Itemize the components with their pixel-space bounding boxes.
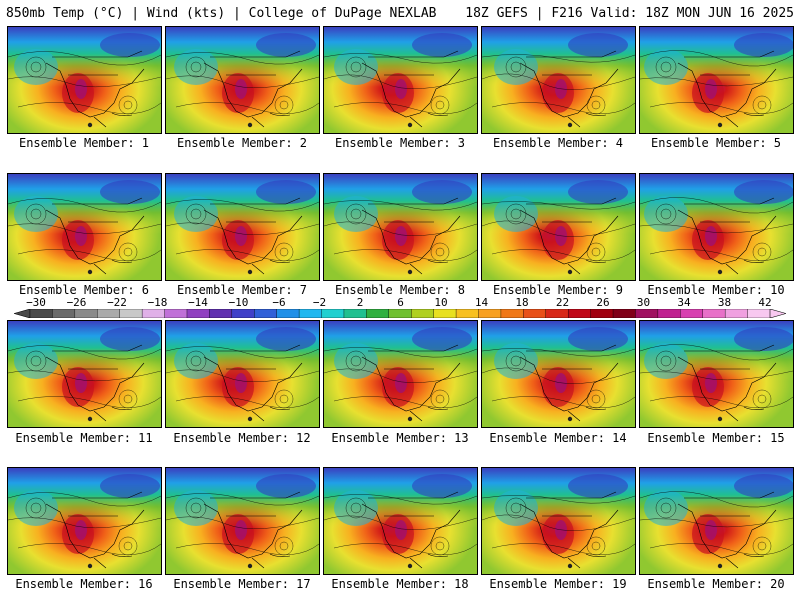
colorbar-swatch bbox=[52, 309, 76, 318]
ensemble-member-label: Ensemble Member: 10 bbox=[647, 283, 785, 297]
colorbar-under-arrow bbox=[14, 309, 31, 318]
ensemble-member-label: Ensemble Member: 3 bbox=[334, 136, 466, 150]
ensemble-member-label: Ensemble Member: 6 bbox=[18, 283, 150, 297]
ensemble-member-map bbox=[639, 320, 794, 428]
ensemble-member-map bbox=[165, 173, 320, 281]
ensemble-member-label: Ensemble Member: 15 bbox=[647, 431, 785, 445]
colorbar-tick-label: 10 bbox=[434, 296, 448, 309]
ensemble-member-map bbox=[639, 467, 794, 575]
colorbar-swatch bbox=[523, 309, 547, 318]
ensemble-member-map bbox=[165, 26, 320, 134]
colorbar-tick-label: −26 bbox=[66, 296, 87, 309]
colorbar-tick-label: 26 bbox=[596, 296, 610, 309]
ensemble-member-label: Ensemble Member: 2 bbox=[176, 136, 308, 150]
colorbar-swatch bbox=[545, 309, 569, 318]
ensemble-member-map bbox=[165, 467, 320, 575]
colorbar-swatch bbox=[388, 309, 412, 318]
colorbar-swatch bbox=[366, 309, 390, 318]
colorbar-tick-label: 6 bbox=[397, 296, 404, 309]
ensemble-member-label: Ensemble Member: 7 bbox=[176, 283, 308, 297]
ensemble-member-label: Ensemble Member: 19 bbox=[489, 577, 627, 591]
ensemble-member-map bbox=[481, 26, 636, 134]
colorbar-tick-label: 22 bbox=[555, 296, 570, 309]
ensemble-member-label: Ensemble Member: 4 bbox=[492, 136, 624, 150]
colorbar-swatch bbox=[321, 309, 345, 318]
colorbar-swatch bbox=[455, 309, 479, 318]
colorbar-swatch bbox=[97, 309, 121, 318]
colorbar-tick-label: −14 bbox=[188, 296, 208, 309]
colorbar-tick-label: −18 bbox=[147, 296, 168, 309]
colorbar-swatch bbox=[724, 309, 749, 318]
ensemble-member-map bbox=[481, 320, 636, 428]
colorbar-swatch bbox=[298, 309, 323, 318]
ensemble-member-label: Ensemble Member: 14 bbox=[489, 431, 627, 445]
ensemble-member-label: Ensemble Member: 5 bbox=[650, 136, 782, 150]
ensemble-member-label: Ensemble Member: 11 bbox=[15, 431, 153, 445]
ensemble-member-label: Ensemble Member: 13 bbox=[331, 431, 469, 445]
colorbar-swatch bbox=[254, 309, 278, 318]
ensemble-member-map bbox=[7, 320, 162, 428]
colorbar-tick-label: −10 bbox=[228, 296, 249, 309]
colorbar-over-arrow bbox=[769, 309, 786, 318]
ensemble-member-map bbox=[323, 320, 478, 428]
colorbar-tick-label: −6 bbox=[272, 296, 286, 309]
colorbar-tick-label: 38 bbox=[717, 296, 732, 309]
colorbar-swatch bbox=[478, 309, 502, 318]
colorbar-swatch bbox=[590, 309, 614, 318]
ensemble-member-map bbox=[7, 467, 162, 575]
ensemble-member-map bbox=[323, 26, 478, 134]
ensemble-member-map bbox=[639, 173, 794, 281]
colorbar-swatch bbox=[209, 309, 233, 318]
colorbar-swatch bbox=[635, 309, 659, 318]
colorbar-swatch bbox=[411, 309, 435, 318]
colorbar-swatch bbox=[702, 309, 726, 318]
colorbar-swatch bbox=[500, 309, 524, 318]
colorbar-tick-label: 18 bbox=[515, 296, 529, 309]
ensemble-member-map bbox=[7, 173, 162, 281]
colorbar-swatch bbox=[29, 309, 53, 318]
ensemble-member-label: Ensemble Member: 8 bbox=[334, 283, 466, 297]
colorbar-swatch bbox=[343, 309, 367, 318]
ensemble-member-label: Ensemble Member: 18 bbox=[331, 577, 469, 591]
ensemble-member-label: Ensemble Member: 9 bbox=[492, 283, 624, 297]
colorbar-labels: −30 −26 −22 −18 −14 −10 −6 −2 2 6 10 14 18 22 26 30 34 38… bbox=[0, 296, 800, 309]
colorbar-swatch bbox=[231, 309, 255, 318]
colorbar-swatch bbox=[747, 309, 771, 318]
colorbar-swatch bbox=[433, 309, 457, 318]
colorbar-swatch bbox=[164, 309, 188, 318]
colorbar-swatch bbox=[612, 309, 636, 318]
colorbar-tick-label: 2 bbox=[356, 296, 364, 309]
colorbar-swatch bbox=[567, 309, 592, 318]
colorbar-tick-label: −30 bbox=[26, 296, 46, 309]
colorbar-tick-label: 42 bbox=[758, 296, 772, 309]
ensemble-member-map bbox=[481, 173, 636, 281]
ensemble-member-map bbox=[165, 320, 320, 428]
map-title: 850mb Temp (°C) | Wind (kts) | College o… bbox=[6, 6, 437, 21]
colorbar-tick-label: 14 bbox=[474, 296, 489, 309]
colorbar-swatch bbox=[186, 309, 210, 318]
colorbar-swatch bbox=[680, 309, 704, 318]
colorbar-swatch bbox=[657, 309, 681, 318]
ensemble-member-map bbox=[481, 467, 636, 575]
colorbar-swatch bbox=[276, 309, 300, 318]
ensemble-member-label: Ensemble Member: 16 bbox=[15, 577, 153, 591]
ensemble-member-label: Ensemble Member: 1 bbox=[18, 136, 150, 150]
ensemble-member-map bbox=[639, 26, 794, 134]
colorbar-swatch bbox=[141, 309, 166, 318]
colorbar-tick-label: 34 bbox=[677, 296, 691, 309]
ensemble-member-map bbox=[323, 173, 478, 281]
temperature-colorbar bbox=[14, 309, 786, 318]
colorbar-tick-label: −2 bbox=[312, 296, 327, 309]
ensemble-member-label: Ensemble Member: 12 bbox=[173, 431, 311, 445]
ensemble-member-map bbox=[7, 26, 162, 134]
ensemble-member-label: Ensemble Member: 17 bbox=[173, 577, 311, 591]
colorbar-tick-label: 30 bbox=[636, 296, 651, 309]
valid-time: 18Z GEFS | F216 Valid: 18Z MON JUN 16 20… bbox=[465, 6, 794, 21]
ensemble-member-map bbox=[323, 467, 478, 575]
ensemble-member-label: Ensemble Member: 20 bbox=[647, 577, 785, 591]
colorbar-swatch bbox=[119, 309, 143, 318]
colorbar-swatch bbox=[74, 309, 98, 318]
colorbar-tick-label: −22 bbox=[107, 296, 127, 309]
